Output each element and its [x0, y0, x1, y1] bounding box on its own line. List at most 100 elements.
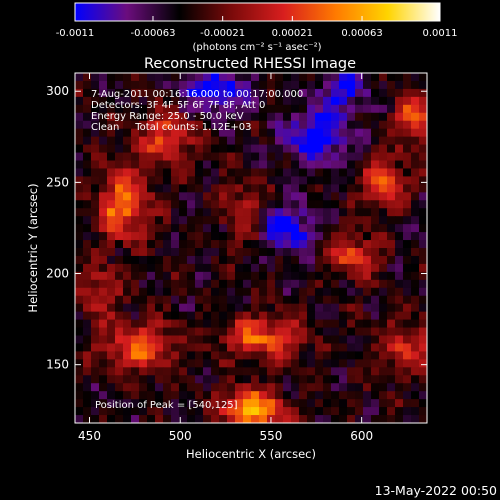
heatmap-cell [395, 263, 404, 273]
heatmap-cell [243, 200, 252, 209]
heatmap-cell [179, 160, 188, 170]
heatmap-cell [379, 152, 388, 162]
heatmap-cell [203, 255, 212, 265]
heatmap-cell [243, 184, 252, 193]
heatmap-cell [179, 399, 188, 408]
heatmap-cell [331, 287, 340, 297]
heatmap-cell [419, 335, 427, 345]
heatmap-cell [163, 375, 172, 384]
heatmap-cell [419, 120, 427, 130]
heatmap-cell [75, 168, 84, 177]
heatmap-cell [379, 160, 388, 170]
heatmap-cell [147, 128, 156, 138]
heatmap-cell [339, 112, 348, 122]
heatmap-cell [75, 176, 84, 185]
heatmap-cell [331, 319, 340, 329]
heatmap-cell [275, 224, 284, 233]
heatmap-cell [123, 208, 132, 217]
heatmap-cell [307, 216, 316, 225]
heatmap-cell [179, 359, 188, 368]
heatmap-cell [363, 335, 372, 345]
heatmap-cell [251, 232, 260, 241]
heatmap-cell [219, 303, 228, 313]
heatmap-cell [187, 343, 196, 352]
heatmap-cell [75, 120, 84, 130]
heatmap-cell [251, 160, 260, 170]
heatmap-cell [211, 391, 220, 400]
heatmap-cell [155, 120, 164, 130]
heatmap-cell [211, 319, 220, 329]
heatmap-cell [75, 335, 84, 345]
heatmap-cell [267, 136, 276, 146]
heatmap-cell [403, 88, 412, 98]
heatmap-cell [99, 248, 108, 257]
heatmap-cell [75, 295, 84, 305]
heatmap-cell [235, 303, 244, 313]
heatmap-cell [251, 144, 260, 154]
heatmap-cell [331, 351, 340, 360]
heatmap-cell [211, 375, 220, 384]
heatmap-cell [363, 295, 372, 305]
heatmap-cell [291, 73, 300, 82]
heatmap-cell [123, 311, 132, 321]
heatmap-cell [171, 224, 180, 233]
heatmap-cell [163, 399, 172, 408]
heatmap-cell [307, 327, 316, 337]
heatmap-cell [219, 120, 228, 130]
heatmap-cell [203, 96, 212, 106]
heatmap-cell [411, 112, 420, 122]
y-tick-label: 150 [46, 358, 69, 372]
heatmap-cell [371, 351, 380, 360]
heatmap-cell [387, 224, 396, 233]
heatmap-cell [115, 96, 124, 106]
heatmap-cell [243, 176, 252, 185]
heatmap-cell [235, 327, 244, 337]
heatmap-cell [171, 391, 180, 400]
heatmap-cell [139, 248, 148, 257]
heatmap-cell [347, 168, 356, 177]
heatmap-cell [147, 192, 156, 201]
heatmap-cell [347, 279, 356, 289]
heatmap-cell [419, 248, 427, 257]
heatmap-cell [347, 152, 356, 162]
heatmap-cell [387, 367, 396, 376]
heatmap-cell [195, 200, 204, 209]
heatmap-cell [179, 327, 188, 337]
heatmap-cell [139, 208, 148, 217]
heatmap-cell [299, 200, 308, 209]
heatmap-cell [371, 279, 380, 289]
heatmap-cell [147, 168, 156, 177]
heatmap-cell [299, 160, 308, 170]
heatmap-cell [227, 128, 236, 138]
heatmap-cell [115, 128, 124, 138]
heatmap-cell [411, 192, 420, 201]
heatmap-cell [323, 168, 332, 177]
heatmap-cell [187, 120, 196, 130]
heatmap-cell [115, 255, 124, 265]
heatmap-cell [291, 136, 300, 146]
heatmap-cell [403, 279, 412, 289]
heatmap-cell [363, 279, 372, 289]
heatmap-cell [331, 96, 340, 106]
heatmap-cell [91, 279, 100, 289]
heatmap-cell [331, 240, 340, 249]
heatmap-cell [115, 359, 124, 368]
heatmap-cell [219, 391, 228, 400]
heatmap-cell [131, 104, 140, 114]
heatmap-cell [227, 120, 236, 130]
heatmap-cell [171, 311, 180, 321]
heatmap-cell [251, 367, 260, 376]
heatmap-cell [123, 375, 132, 384]
heatmap-cell [411, 303, 420, 313]
heatmap-cell [139, 375, 148, 384]
heatmap-cell [299, 311, 308, 321]
heatmap-cell [275, 311, 284, 321]
heatmap-cell [331, 208, 340, 217]
heatmap-cell [355, 208, 364, 217]
heatmap-cell [347, 311, 356, 321]
heatmap-cell [403, 160, 412, 170]
heatmap-cell [147, 216, 156, 225]
heatmap-cell [323, 216, 332, 225]
heatmap-cell [139, 232, 148, 241]
heatmap-cell [419, 160, 427, 170]
